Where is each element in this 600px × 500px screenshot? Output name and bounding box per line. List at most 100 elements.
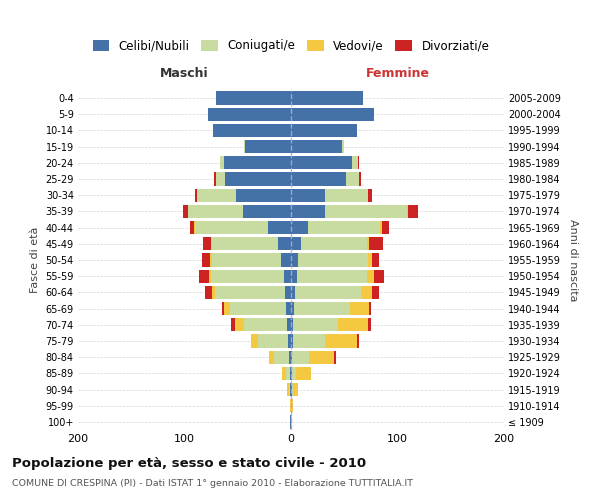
Bar bbox=[288, 334, 291, 347]
Bar bbox=[287, 318, 291, 332]
Bar bbox=[224, 302, 230, 315]
Bar bbox=[369, 237, 383, 250]
Bar bbox=[244, 318, 287, 332]
Bar bbox=[358, 156, 359, 170]
Bar bbox=[292, 383, 293, 396]
Bar bbox=[235, 318, 244, 332]
Bar bbox=[296, 366, 311, 380]
Bar bbox=[291, 416, 292, 428]
Bar bbox=[212, 286, 215, 299]
Bar bbox=[291, 108, 374, 121]
Bar bbox=[274, 350, 289, 364]
Bar bbox=[258, 334, 288, 347]
Bar bbox=[230, 302, 286, 315]
Text: Popolazione per età, sesso e stato civile - 2010: Popolazione per età, sesso e stato civil… bbox=[12, 458, 366, 470]
Bar bbox=[298, 270, 367, 283]
Bar bbox=[291, 334, 293, 347]
Bar bbox=[308, 221, 380, 234]
Bar bbox=[295, 286, 361, 299]
Bar bbox=[368, 318, 371, 332]
Bar bbox=[298, 254, 368, 266]
Bar bbox=[291, 383, 292, 396]
Bar bbox=[197, 188, 236, 202]
Bar bbox=[225, 172, 291, 186]
Bar bbox=[281, 254, 291, 266]
Text: Femmine: Femmine bbox=[365, 68, 430, 80]
Bar bbox=[346, 172, 359, 186]
Text: Maschi: Maschi bbox=[160, 68, 209, 80]
Bar bbox=[202, 254, 210, 266]
Bar bbox=[293, 318, 338, 332]
Bar bbox=[245, 140, 291, 153]
Bar bbox=[372, 254, 379, 266]
Bar bbox=[291, 399, 293, 412]
Bar bbox=[209, 270, 211, 283]
Bar bbox=[278, 237, 291, 250]
Bar bbox=[291, 302, 294, 315]
Bar bbox=[309, 350, 334, 364]
Bar bbox=[286, 366, 290, 380]
Bar bbox=[301, 237, 367, 250]
Bar bbox=[361, 286, 372, 299]
Bar bbox=[205, 286, 212, 299]
Bar bbox=[291, 188, 325, 202]
Bar bbox=[291, 270, 298, 283]
Bar bbox=[367, 237, 369, 250]
Bar bbox=[268, 221, 291, 234]
Bar bbox=[352, 156, 358, 170]
Bar bbox=[214, 172, 217, 186]
Bar bbox=[342, 140, 344, 153]
Bar bbox=[289, 350, 291, 364]
Bar bbox=[211, 270, 284, 283]
Bar bbox=[217, 92, 291, 104]
Bar bbox=[291, 350, 292, 364]
Bar bbox=[291, 318, 293, 332]
Bar bbox=[287, 383, 289, 396]
Bar bbox=[289, 383, 290, 396]
Bar bbox=[184, 205, 188, 218]
Bar bbox=[291, 92, 364, 104]
Bar bbox=[251, 334, 258, 347]
Legend: Celibi/Nubili, Coniugati/e, Vedovi/e, Divorziati/e: Celibi/Nubili, Coniugati/e, Vedovi/e, Di… bbox=[88, 34, 494, 57]
Bar bbox=[290, 383, 291, 396]
Bar bbox=[195, 221, 268, 234]
Bar bbox=[372, 286, 379, 299]
Bar bbox=[232, 318, 235, 332]
Bar bbox=[222, 302, 224, 315]
Bar bbox=[291, 237, 301, 250]
Bar bbox=[291, 124, 357, 137]
Bar bbox=[291, 286, 295, 299]
Bar bbox=[380, 221, 382, 234]
Bar bbox=[293, 334, 325, 347]
Bar bbox=[199, 270, 209, 283]
Bar bbox=[368, 254, 372, 266]
Bar bbox=[350, 302, 369, 315]
Bar bbox=[224, 156, 291, 170]
Bar bbox=[325, 205, 407, 218]
Bar bbox=[286, 302, 291, 315]
Bar bbox=[195, 188, 197, 202]
Text: COMUNE DI CRESPINA (PI) - Dati ISTAT 1° gennaio 2010 - Elaborazione TUTTITALIA.I: COMUNE DI CRESPINA (PI) - Dati ISTAT 1° … bbox=[12, 479, 413, 488]
Bar bbox=[291, 221, 308, 234]
Bar bbox=[269, 350, 274, 364]
Bar bbox=[291, 172, 346, 186]
Bar bbox=[292, 350, 309, 364]
Bar bbox=[188, 205, 243, 218]
Bar bbox=[290, 366, 291, 380]
Bar bbox=[190, 221, 194, 234]
Bar bbox=[215, 286, 284, 299]
Bar bbox=[208, 108, 291, 121]
Bar bbox=[212, 237, 278, 250]
Bar bbox=[210, 254, 212, 266]
Y-axis label: Fasce di età: Fasce di età bbox=[30, 227, 40, 293]
Bar bbox=[367, 270, 374, 283]
Bar bbox=[359, 172, 361, 186]
Bar bbox=[211, 237, 212, 250]
Bar bbox=[292, 366, 296, 380]
Bar bbox=[294, 302, 350, 315]
Bar bbox=[290, 399, 291, 412]
Y-axis label: Anni di nascita: Anni di nascita bbox=[568, 219, 578, 301]
Bar bbox=[369, 302, 371, 315]
Bar bbox=[407, 205, 408, 218]
Bar bbox=[291, 254, 298, 266]
